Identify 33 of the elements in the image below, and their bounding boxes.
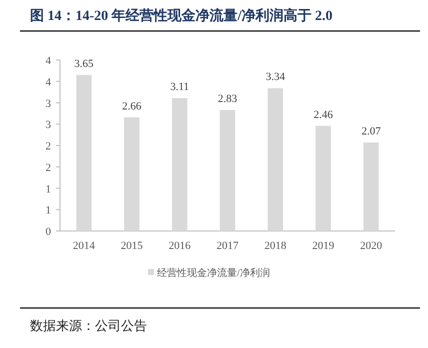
y-tick-label: 3	[46, 98, 52, 110]
y-tick-label: 4	[46, 76, 52, 88]
y-tick-label: 1	[46, 183, 51, 196]
y-tick-label: 3	[46, 119, 52, 132]
x-tick-label: 2015	[120, 240, 144, 252]
data-label: 3.34	[266, 71, 286, 84]
x-tick-label: 2020	[360, 240, 383, 252]
x-tick-label: 2019	[312, 240, 335, 252]
bar	[363, 142, 379, 231]
data-label: 2.46	[314, 108, 334, 121]
x-tick-label: 2014	[72, 240, 96, 252]
legend-label: 经营性现金净流量/净利润	[157, 267, 270, 279]
source-note: 数据来源：公司公告	[30, 318, 147, 333]
bar	[172, 98, 188, 231]
y-tick-label: 2	[46, 140, 51, 152]
y-tick-label: 2	[46, 162, 51, 174]
bar	[316, 126, 331, 231]
x-tick-label: 2018	[264, 240, 287, 252]
data-label: 2.83	[218, 93, 238, 106]
data-label: 2.07	[361, 126, 382, 138]
bar	[124, 117, 140, 231]
chart-title: 图 14：14-20 年经营性现金净流量/净利润高于 2.0	[30, 7, 333, 24]
bar	[220, 110, 236, 231]
data-label: 3.11	[170, 81, 190, 94]
data-label: 3.65	[74, 58, 94, 70]
data-label: 2.66	[122, 100, 142, 112]
x-tick-label: 2017	[216, 240, 239, 252]
y-tick-label: 1	[46, 204, 51, 217]
bar	[268, 88, 284, 231]
y-tick-label: 0	[46, 226, 52, 238]
bar	[76, 74, 92, 231]
x-tick-label: 2016	[168, 240, 192, 252]
y-tick-label: 4	[46, 55, 52, 67]
